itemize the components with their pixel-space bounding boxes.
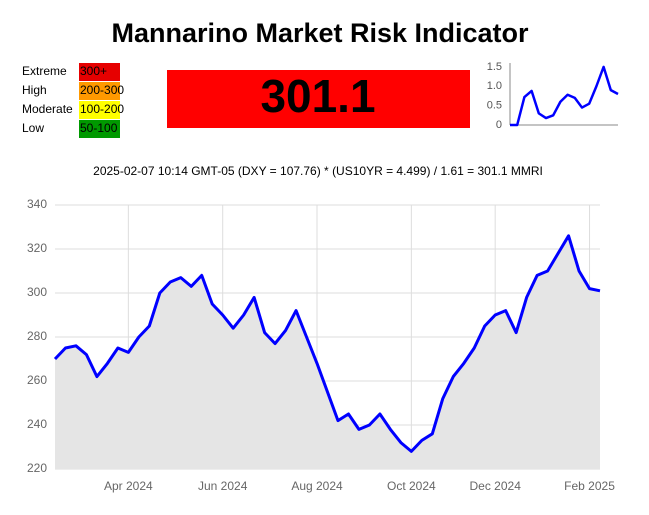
line bbox=[53, 234, 601, 453]
line bbox=[510, 65, 619, 127]
y-tick-label: 260 bbox=[27, 373, 47, 387]
current-value: 301.1 bbox=[260, 70, 375, 122]
risk-range: 300+ bbox=[80, 64, 107, 78]
risk-range: 200-300 bbox=[80, 83, 124, 97]
y-tick-label: 280 bbox=[27, 329, 47, 343]
y-tick-label: 300 bbox=[27, 285, 47, 299]
risk-label: Low bbox=[22, 121, 44, 135]
area bbox=[55, 235, 600, 469]
risk-label: Extreme bbox=[22, 64, 67, 78]
y-tick-label: 320 bbox=[27, 241, 47, 255]
y-tick-label: 220 bbox=[27, 461, 47, 475]
y-tick-label: 1.5 bbox=[487, 61, 502, 73]
risk-range: 50-100 bbox=[80, 121, 118, 135]
risk-range: 100-200 bbox=[80, 102, 124, 116]
risk-swatch bbox=[79, 63, 120, 81]
risk-swatch bbox=[79, 101, 120, 119]
x-tick-label: Aug 2024 bbox=[291, 479, 343, 493]
x-tick-label: Jun 2024 bbox=[198, 479, 248, 493]
y-tick-label: 240 bbox=[27, 417, 47, 431]
title: Mannarino Market Risk Indicator bbox=[111, 18, 529, 48]
value-box bbox=[167, 70, 470, 128]
x-tick-label: Apr 2024 bbox=[104, 479, 153, 493]
x-tick-label: Feb 2025 bbox=[564, 479, 615, 493]
y-tick-label: 0.5 bbox=[487, 100, 502, 112]
y-tick-label: 0 bbox=[496, 119, 502, 131]
formula: 2025-02-07 10:14 GMT-05 (DXY = 107.76) *… bbox=[93, 164, 543, 178]
y-tick-label: 340 bbox=[27, 197, 47, 211]
x-tick-label: Dec 2024 bbox=[470, 479, 522, 493]
risk-swatch bbox=[79, 120, 120, 138]
risk-label: High bbox=[22, 83, 47, 97]
risk-swatch bbox=[79, 82, 120, 100]
x-tick-label: Oct 2024 bbox=[387, 479, 436, 493]
y-tick-label: 1.0 bbox=[487, 80, 502, 92]
risk-label: Moderate bbox=[22, 102, 73, 116]
